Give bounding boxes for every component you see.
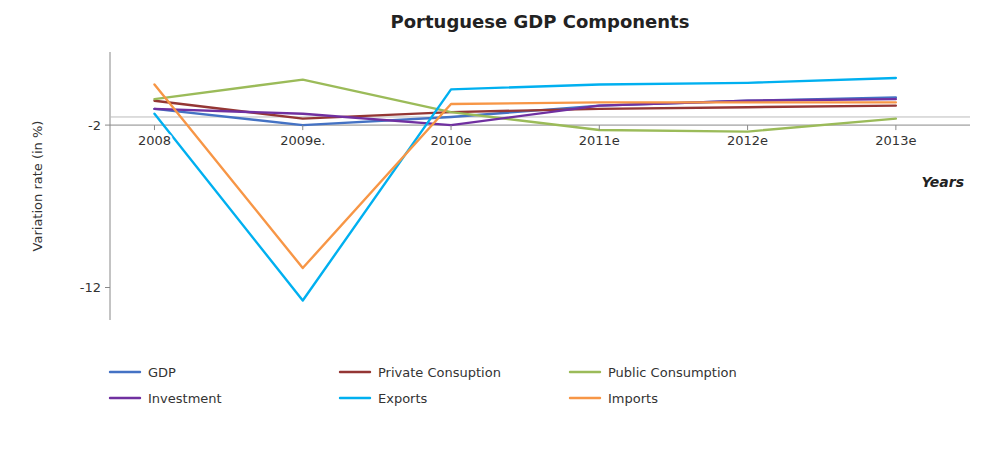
series-line: [154, 84, 895, 268]
y-tick-label: -2: [88, 118, 101, 133]
x-tick-label: 2011e: [579, 133, 620, 148]
x-tick: [747, 125, 748, 130]
legend-swatch: [570, 371, 600, 373]
legend-label: Investment: [148, 391, 222, 406]
legend-swatch: [110, 371, 140, 373]
x-tick-label: 2009e.: [280, 133, 325, 148]
legend-label: Private Consuption: [378, 365, 501, 380]
chart: Portuguese GDP Components Variation rate …: [0, 0, 1002, 459]
x-tick: [154, 125, 155, 130]
legend-label: Exports: [378, 391, 428, 406]
y-axis-label: Variation rate (in %): [30, 121, 45, 252]
legend-swatch: [570, 397, 600, 399]
legend-label: Imports: [608, 391, 658, 406]
legend-label: GDP: [148, 365, 176, 380]
legend-swatch: [340, 371, 370, 373]
y-tick: [105, 125, 110, 126]
x-tick: [599, 125, 600, 130]
x-tick-label: 2008: [138, 133, 171, 148]
lines: [154, 78, 895, 301]
y-axis-line: [110, 52, 111, 320]
series-line: [154, 78, 895, 301]
x-tick: [451, 125, 452, 130]
x-tick: [302, 125, 303, 130]
legend-label: Public Consumption: [608, 365, 737, 380]
legend-swatch: [340, 397, 370, 399]
y-tick-label: -12: [80, 280, 101, 295]
x-tick: [895, 125, 896, 130]
legend-swatch: [110, 397, 140, 399]
legend: GDP Private Consuption Public Consumption I…: [110, 365, 737, 406]
x-tick-label: 2013e: [875, 133, 916, 148]
annotation: Years: [921, 174, 964, 190]
x-tick-label: 2012e: [727, 133, 768, 148]
x-tick-label: 2010e: [430, 133, 471, 148]
title: Portuguese GDP Components: [391, 11, 690, 32]
x-axis-line: [110, 125, 970, 126]
y-tick: [105, 287, 110, 288]
